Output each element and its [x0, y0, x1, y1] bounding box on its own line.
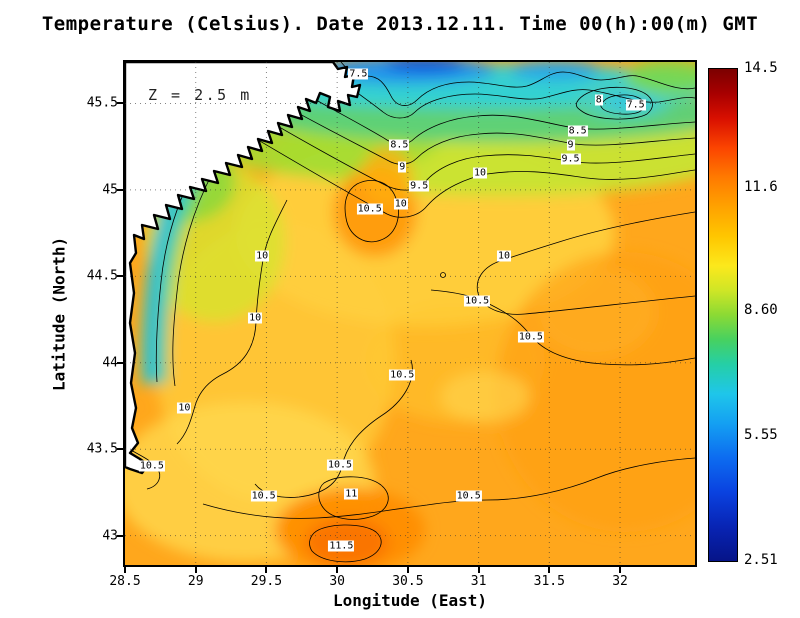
y-tick-label: 44.5 [86, 268, 118, 284]
x-axis-label: Longitude (East) [332, 591, 488, 610]
colorbar-tick-label: 5.55 [744, 427, 778, 444]
x-tick-label: 31.5 [533, 574, 565, 589]
depth-annotation: Z = 2.5 m [148, 86, 252, 104]
colorbar-tick-label: 2.51 [744, 552, 778, 568]
x-tick-label: 31 [470, 574, 487, 589]
y-tick-label: 45.5 [86, 95, 118, 111]
x-tick-label: 28.5 [109, 574, 141, 589]
x-tick-label: 29 [187, 574, 204, 589]
x-tick-label: 30 [329, 574, 345, 589]
x-tick-mark [619, 567, 622, 573]
temperature-field-svg [125, 62, 695, 565]
x-tick-mark [336, 567, 339, 573]
colorbar-tick-label: 8.60 [744, 302, 778, 319]
colorbar-tick-label: 14.5 [744, 60, 778, 76]
x-tick-mark [406, 567, 409, 573]
x-tick-mark [265, 567, 268, 573]
land-mask-coastline [125, 62, 362, 475]
plot-area [123, 60, 697, 567]
x-tick-mark [477, 567, 480, 573]
y-axis-label: Latitude (North) [49, 236, 69, 391]
x-tick-label: 29.5 [250, 574, 283, 589]
y-tick-label: 43 [102, 528, 118, 544]
x-tick-mark [124, 567, 126, 573]
chart-title: Temperature (Celsius). Date 2013.12.11. … [41, 13, 759, 35]
y-tick-label: 43.5 [86, 441, 118, 457]
x-tick-label: 30.5 [392, 574, 424, 589]
colorbar [708, 68, 738, 562]
x-tick-label: 32 [612, 574, 628, 589]
gridlines [125, 62, 695, 565]
y-tick-label: 44 [102, 355, 118, 371]
colorbar-tick-label: 11.6 [744, 178, 778, 195]
y-tick-label: 45 [102, 182, 118, 198]
x-tick-mark [548, 567, 551, 573]
contour-lines [130, 62, 695, 563]
x-tick-mark [194, 567, 197, 573]
